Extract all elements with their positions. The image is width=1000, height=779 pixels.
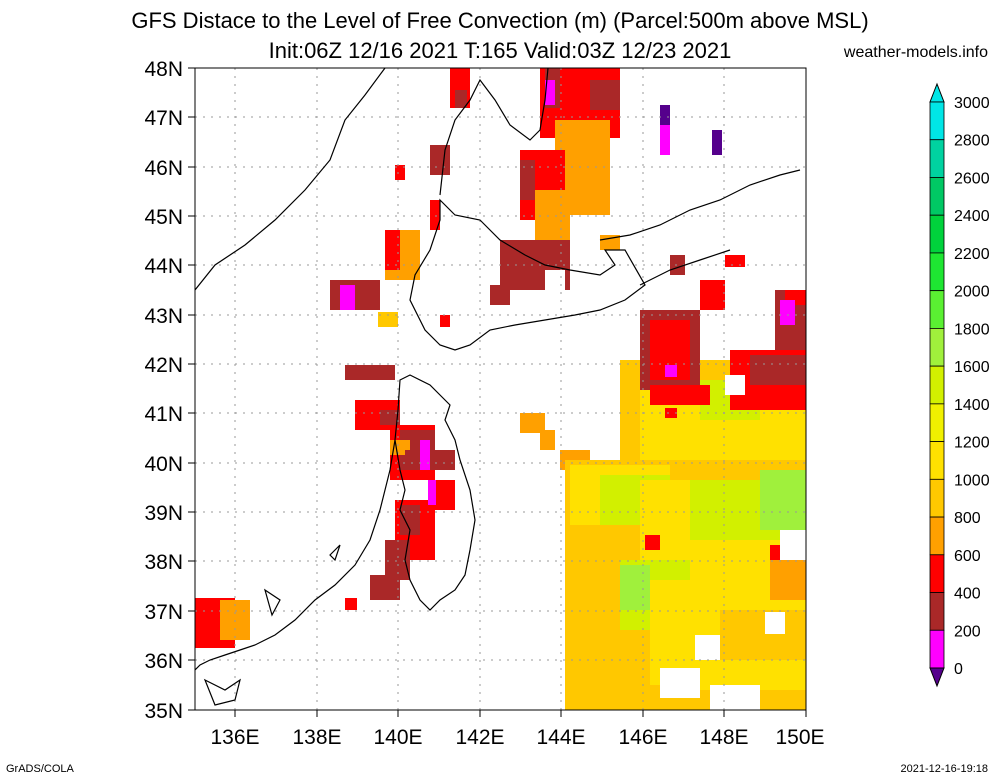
lon-label: 150E bbox=[775, 726, 824, 749]
lon-label: 140E bbox=[373, 726, 422, 749]
lon-label: 138E bbox=[292, 726, 341, 749]
lon-label: 142E bbox=[455, 726, 504, 749]
colorbar-min-arrow bbox=[929, 667, 945, 688]
colorbar-swatch bbox=[929, 252, 945, 292]
colorbar-tick-label: 1200 bbox=[954, 435, 990, 452]
colorbar-swatch bbox=[929, 478, 945, 518]
lat-label: 45N bbox=[144, 206, 183, 229]
colorbar-tick-label: 0 bbox=[954, 661, 963, 678]
generated-timestamp: 2021-12-16-19:18 bbox=[900, 763, 988, 775]
colorbar-tick-label: 1800 bbox=[954, 321, 990, 338]
colorbar-tick-label: 1400 bbox=[954, 397, 990, 414]
colorbar-tick-label: 2800 bbox=[954, 133, 990, 150]
colorbar-tick-label: 400 bbox=[954, 586, 981, 603]
axis-ticks bbox=[188, 67, 807, 717]
colorbar-tick-label: 2600 bbox=[954, 170, 990, 187]
lat-label: 40N bbox=[144, 453, 183, 476]
graticule bbox=[195, 68, 806, 710]
colorbar-tick-label: 1600 bbox=[954, 359, 990, 376]
lat-label: 36N bbox=[144, 650, 183, 673]
lat-label: 46N bbox=[144, 157, 183, 180]
lon-label: 148E bbox=[699, 726, 748, 749]
lat-label: 35N bbox=[144, 700, 183, 723]
colorbar-tick-label: 600 bbox=[954, 548, 981, 565]
colorbar-tick-label: 200 bbox=[954, 623, 981, 640]
colorbar-swatch bbox=[929, 403, 945, 443]
source-credit: weather-models.info bbox=[843, 44, 988, 61]
colorbar-tick-label: 1000 bbox=[954, 472, 990, 489]
colorbar-swatch bbox=[929, 516, 945, 556]
colorbar-swatch bbox=[929, 554, 945, 593]
lat-label: 38N bbox=[144, 551, 183, 574]
lat-label: 39N bbox=[144, 502, 183, 525]
lon-label: 136E bbox=[210, 726, 259, 749]
lat-label: 37N bbox=[144, 601, 183, 624]
colorbar-swatch bbox=[929, 441, 945, 480]
lon-label: 146E bbox=[618, 726, 667, 749]
colorbar-swatch bbox=[929, 139, 945, 178]
colorbar-swatch bbox=[929, 327, 945, 367]
colorbar-tick-label: 3000 bbox=[954, 95, 990, 112]
lon-label: 144E bbox=[536, 726, 585, 749]
colorbar-tick-label: 2000 bbox=[954, 284, 990, 301]
colorbar-swatch bbox=[929, 365, 945, 405]
colorbar: 3000280026002400220020001800160014001200… bbox=[929, 82, 990, 688]
coastlines bbox=[195, 68, 801, 706]
lat-label: 47N bbox=[144, 107, 183, 130]
lat-label: 48N bbox=[144, 58, 183, 81]
colorbar-tick-label: 2200 bbox=[954, 246, 990, 263]
colorbar-tick-label: 2400 bbox=[954, 208, 990, 225]
colorbar-swatch bbox=[929, 290, 945, 329]
colorbar-swatch bbox=[929, 629, 945, 669]
map-title: GFS Distace to the Level of Free Convect… bbox=[131, 8, 869, 33]
plot-frame bbox=[194, 67, 807, 711]
map-subtitle: Init:06Z 12/16 2021 T:165 Valid:03Z 12/2… bbox=[268, 38, 732, 63]
software-credit: GrADS/COLA bbox=[6, 763, 74, 775]
lat-label: 43N bbox=[144, 305, 183, 328]
colorbar-max-arrow bbox=[929, 82, 945, 103]
colorbar-swatch bbox=[929, 592, 945, 631]
colorbar-swatch bbox=[929, 214, 945, 254]
colorbar-tick-label: 800 bbox=[954, 510, 981, 527]
convection-field bbox=[195, 68, 806, 710]
lat-label: 41N bbox=[144, 403, 183, 426]
colorbar-swatch bbox=[929, 177, 945, 216]
lat-label: 44N bbox=[144, 255, 183, 278]
colorbar-swatch bbox=[929, 101, 945, 141]
lat-label: 42N bbox=[144, 354, 183, 377]
